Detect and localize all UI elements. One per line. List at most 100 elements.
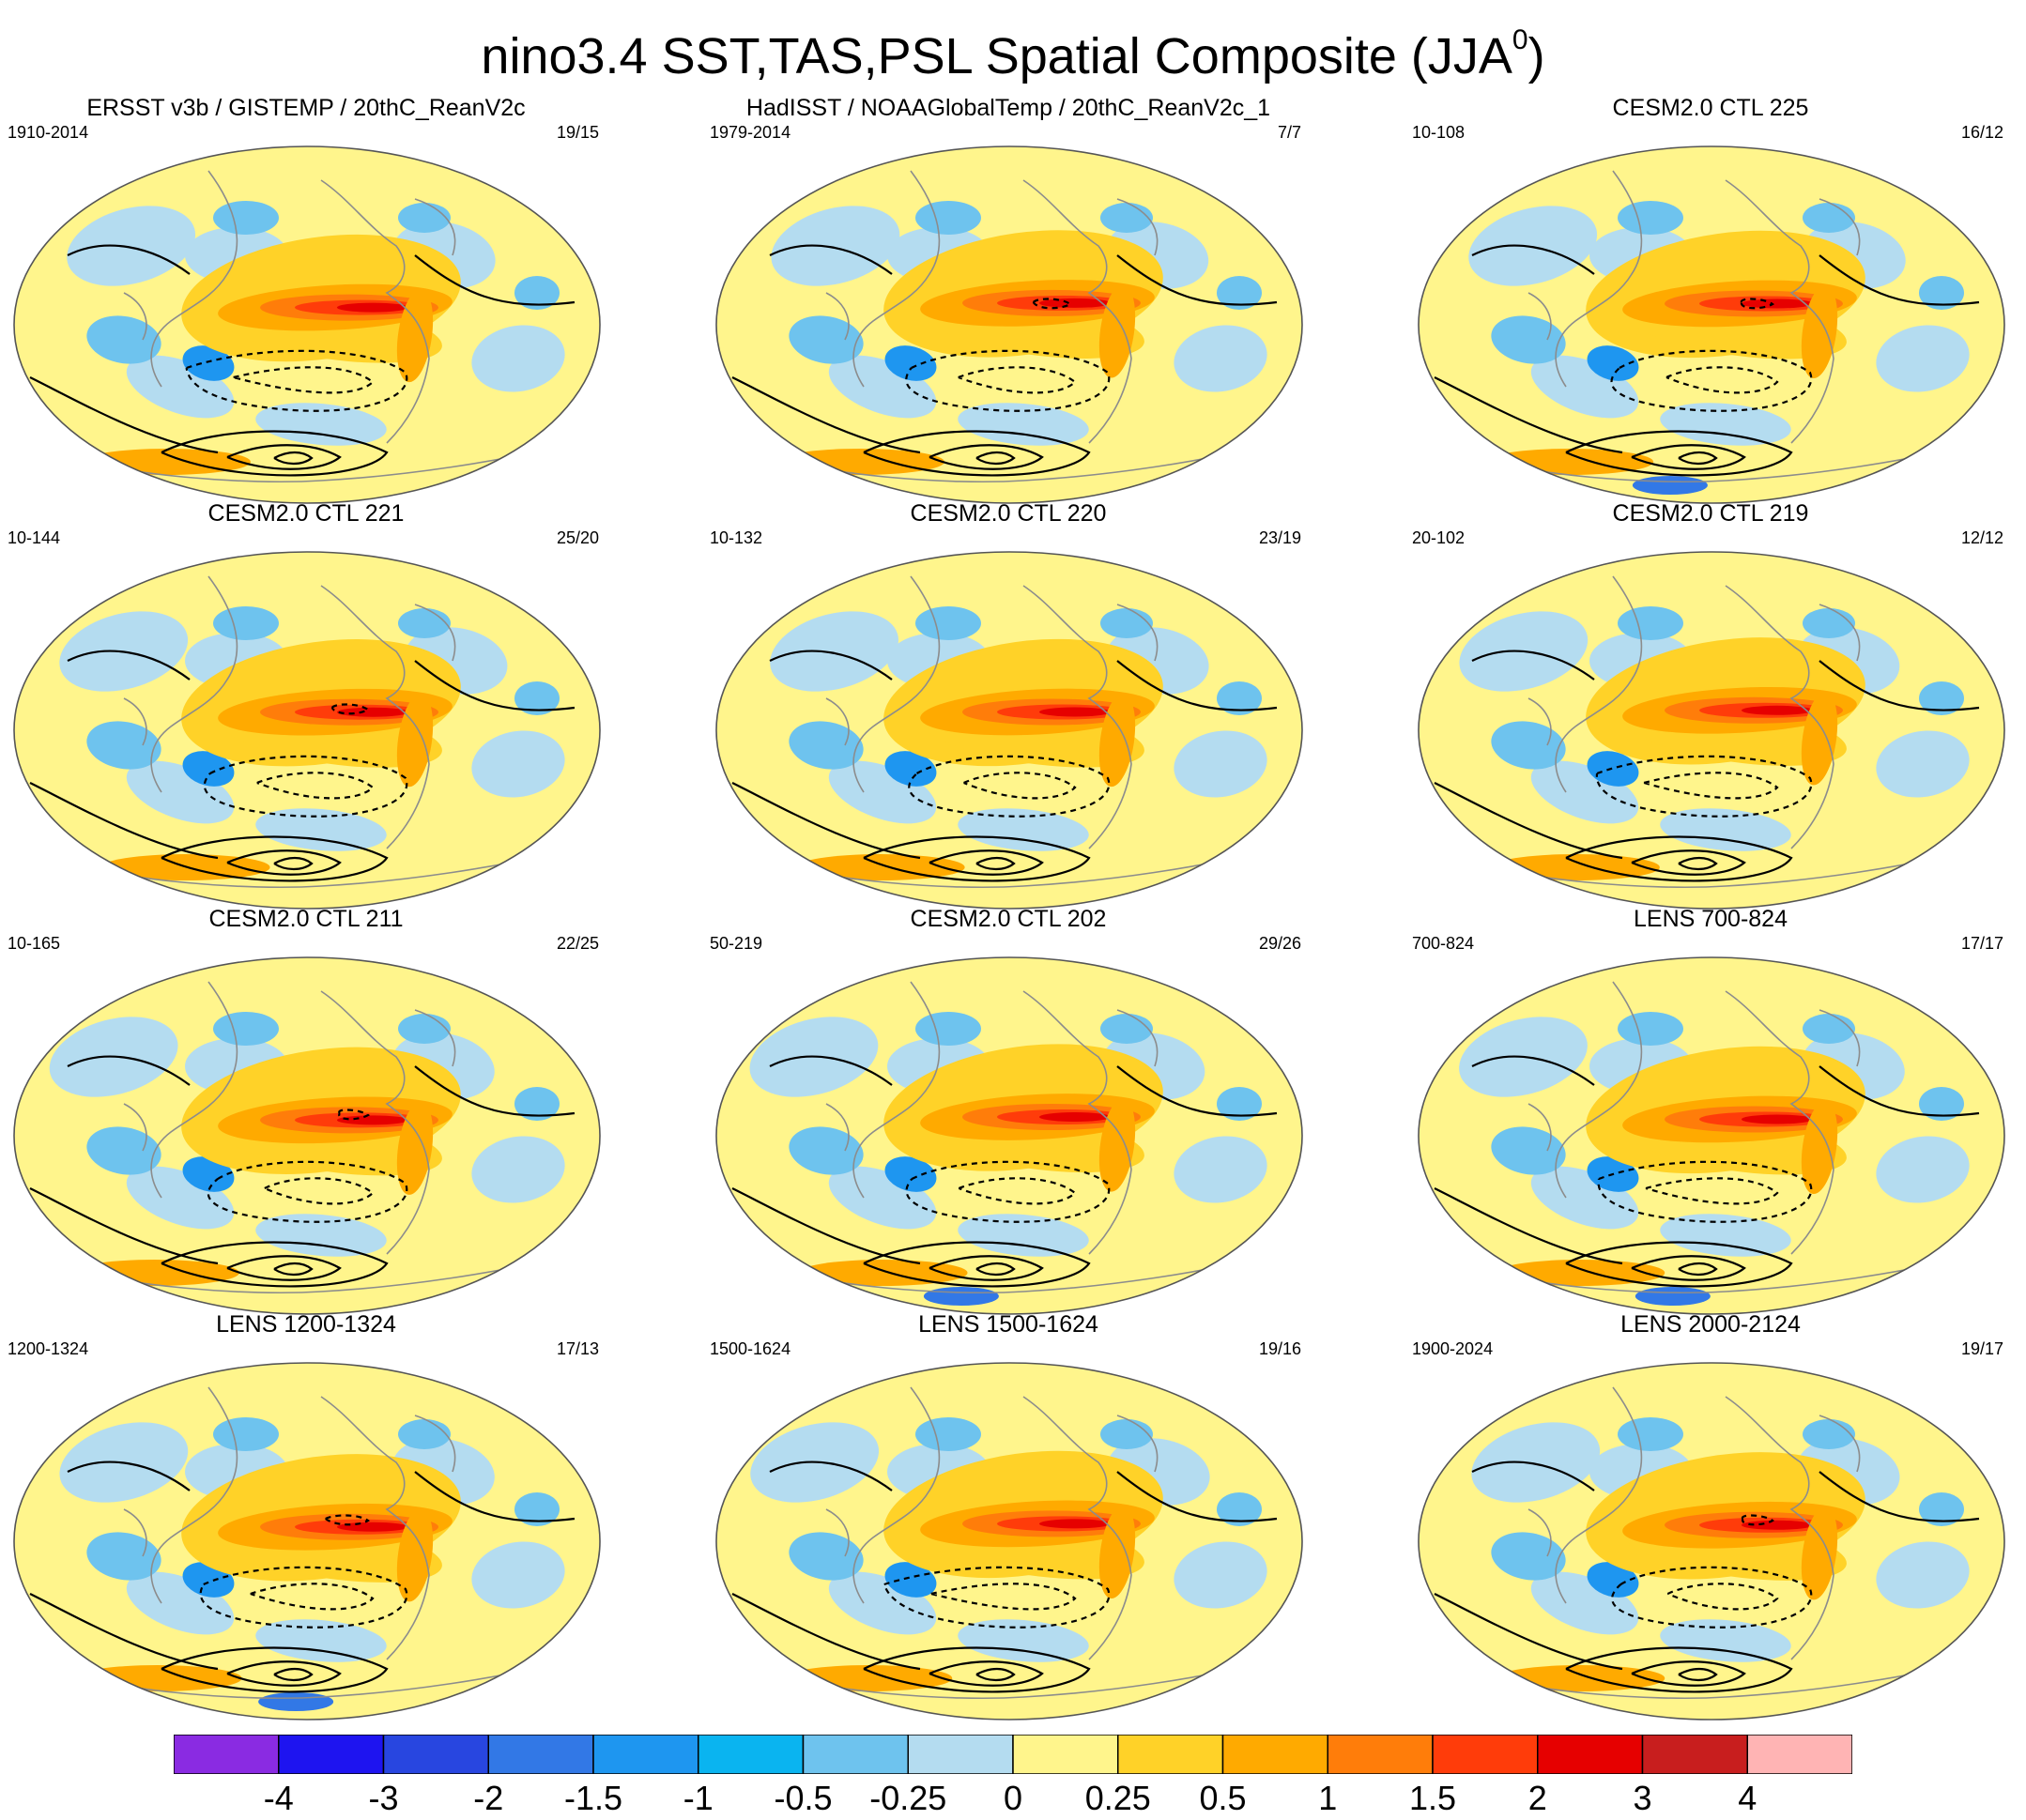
contour-positive bbox=[769, 244, 893, 275]
colorbar-label: -3 bbox=[368, 1779, 399, 1817]
coastline bbox=[320, 585, 430, 849]
anomaly-patch bbox=[1491, 721, 1566, 770]
anomaly-patch bbox=[884, 1156, 937, 1192]
contour-positive bbox=[1116, 660, 1278, 711]
contour-positive bbox=[1116, 254, 1278, 306]
panel-count: 17/13 bbox=[556, 1339, 599, 1358]
anomaly-patch bbox=[1742, 1114, 1813, 1124]
anomaly-patch bbox=[1801, 1506, 1838, 1600]
colorbar-swatch bbox=[907, 1735, 1014, 1774]
contour-positive bbox=[769, 650, 893, 681]
anomaly-patch bbox=[1742, 1520, 1813, 1530]
colorbar-label: 1.5 bbox=[1408, 1779, 1457, 1817]
anomaly-patch bbox=[798, 1260, 968, 1286]
anomaly-patch bbox=[182, 1156, 235, 1192]
contour-positive bbox=[975, 451, 1016, 466]
coastline bbox=[852, 981, 941, 1199]
anomaly-patch bbox=[396, 694, 434, 788]
contour-positive bbox=[1565, 430, 1793, 477]
anomaly-patch bbox=[398, 1014, 451, 1044]
anomaly-patch bbox=[884, 1562, 937, 1598]
anomaly-patch bbox=[884, 751, 937, 787]
map-projection bbox=[1418, 1362, 2005, 1721]
colorbar-swatch bbox=[698, 1735, 805, 1774]
contour-negative bbox=[930, 1583, 1077, 1611]
anomaly-patch bbox=[915, 606, 981, 640]
contour-negative bbox=[330, 703, 371, 715]
anomaly-patch bbox=[255, 403, 387, 446]
contour-negative bbox=[905, 1160, 1111, 1223]
map-projection bbox=[715, 1362, 1303, 1721]
anomaly-patch bbox=[1100, 203, 1153, 233]
anomaly-patch bbox=[1174, 325, 1267, 392]
colorbar-label: -1 bbox=[683, 1779, 714, 1817]
anomaly-patch bbox=[396, 289, 434, 383]
colorbar-label: 4 bbox=[1738, 1779, 1757, 1817]
map-projection bbox=[715, 956, 1303, 1315]
anomaly-patch bbox=[1919, 681, 1964, 715]
contour-negative bbox=[1611, 1566, 1813, 1629]
contour-positive bbox=[863, 430, 1091, 477]
map-frame bbox=[715, 1362, 1303, 1721]
coastline bbox=[123, 292, 147, 341]
contour-negative bbox=[908, 755, 1111, 818]
panel-count: 7/7 bbox=[1277, 123, 1301, 142]
map-panel: LENS 1200-1324 1200-1324 17/13 bbox=[6, 1310, 606, 1723]
anomaly-patch bbox=[1217, 276, 1262, 310]
anomaly-patch bbox=[1217, 1492, 1262, 1526]
coastline bbox=[320, 179, 430, 444]
coastline bbox=[1725, 1396, 1834, 1660]
contour-positive bbox=[929, 444, 1044, 470]
map-panel: CESM2.0 CTL 225 10-108 16/12 bbox=[1410, 94, 2011, 507]
coastline bbox=[1022, 179, 1132, 444]
contour-positive bbox=[1819, 1065, 1980, 1117]
anomaly-patch bbox=[1098, 1505, 1136, 1598]
contour-positive bbox=[863, 835, 1091, 882]
map-frame bbox=[1418, 145, 2005, 504]
anomaly-patch bbox=[471, 730, 565, 798]
panel-title: CESM2.0 CTL 221 bbox=[207, 500, 405, 527]
anomaly-patch bbox=[789, 1532, 864, 1581]
coastline bbox=[1819, 1009, 1861, 1067]
map-panel: HadISST / NOAAGlobalTemp / 20thC_ReanV2c… bbox=[708, 94, 1309, 507]
contour-positive bbox=[226, 849, 342, 876]
contour-positive bbox=[1116, 1065, 1278, 1117]
map-projection bbox=[13, 1362, 601, 1721]
panel-title: CESM2.0 CTL 211 bbox=[208, 906, 404, 932]
contour-negative bbox=[338, 1109, 371, 1121]
map-projection bbox=[715, 145, 1303, 504]
colorbar-swatch bbox=[592, 1735, 699, 1774]
contour-positive bbox=[1116, 1471, 1278, 1522]
map-frame bbox=[13, 551, 601, 910]
map-projection bbox=[13, 145, 601, 504]
contour-positive bbox=[161, 1241, 389, 1288]
anomaly-patch bbox=[86, 1126, 161, 1175]
contour-positive bbox=[1471, 1055, 1595, 1086]
contour-positive bbox=[1819, 1471, 1980, 1522]
anomaly-patch bbox=[1217, 1087, 1262, 1121]
anomaly-patch bbox=[915, 201, 981, 235]
panel-period: 20-102 bbox=[1412, 528, 1466, 547]
anomaly-patch bbox=[1803, 608, 1855, 638]
contour-positive bbox=[29, 1593, 219, 1671]
colorbar-label: -2 bbox=[473, 1779, 504, 1817]
colorbar-label: -4 bbox=[263, 1779, 294, 1817]
contour-positive bbox=[863, 1241, 1091, 1288]
panel-count: 12/12 bbox=[1960, 528, 2003, 547]
map-frame bbox=[13, 1362, 601, 1721]
panel-count: 19/16 bbox=[1258, 1339, 1301, 1358]
anomaly-patch bbox=[915, 1012, 981, 1046]
anomaly-patch bbox=[396, 1508, 434, 1602]
map-frame bbox=[13, 956, 601, 1315]
contour-positive bbox=[731, 1593, 921, 1671]
map-frame bbox=[715, 551, 1303, 910]
colorbar-label: 3 bbox=[1633, 1779, 1652, 1817]
colorbar-label: 1 bbox=[1318, 1779, 1338, 1817]
panel-period: 10-132 bbox=[710, 528, 763, 547]
anomaly-patch bbox=[514, 276, 560, 310]
anomaly-patch bbox=[958, 1619, 1089, 1662]
anomaly-patch bbox=[770, 611, 898, 692]
contour-negative bbox=[233, 366, 375, 394]
colorbar-swatch bbox=[1746, 1735, 1852, 1774]
coastline bbox=[825, 292, 850, 341]
